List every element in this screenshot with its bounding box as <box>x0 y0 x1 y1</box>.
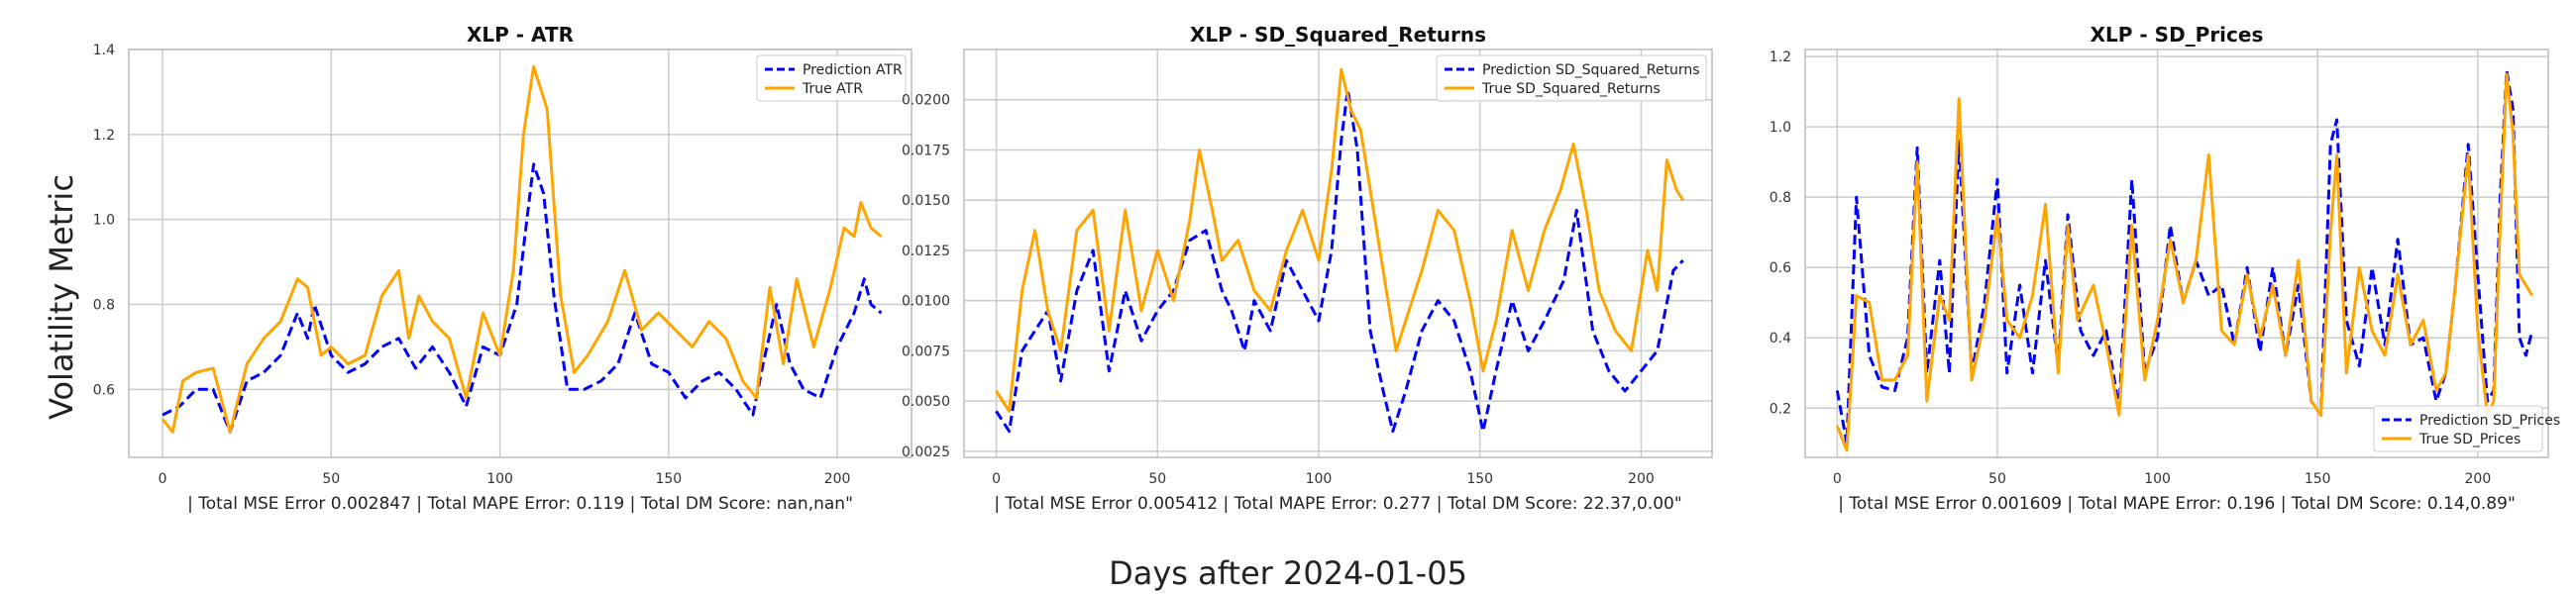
panel-x-label: | Total MSE Error 0.002847 | Total MAPE … <box>187 494 853 514</box>
plot-frame <box>1804 49 2549 458</box>
chart-panel-3: 0 50 100 150 200 0.2 0.4 0.6 0.8 1.0 1.2 XLP - SD_P… <box>1770 23 2560 514</box>
x-tick-label: 50 <box>1148 471 1166 487</box>
panel-x-label: | Total MSE Error 0.005412 | Total MAPE … <box>994 494 1681 514</box>
panel-x-label: | Total MSE Error 0.001609 | Total MAPE … <box>1838 494 2516 514</box>
y-tick-label: 0.2 <box>1770 401 1791 417</box>
figure-y-label: Volatility Metric <box>43 174 80 420</box>
y-tick-label: 0.8 <box>93 298 115 314</box>
legend: Prediction ATR True ATR <box>756 54 907 102</box>
y-tick-label: 0.0175 <box>902 143 950 158</box>
x-tick-label: 100 <box>486 471 513 487</box>
figure-x-label: Days after 2024-01-05 <box>1109 554 1467 592</box>
legend-box <box>1436 54 1707 102</box>
panel-title: XLP - ATR <box>467 23 574 47</box>
legend-label: True ATR <box>802 81 863 97</box>
true-series-line <box>161 64 883 434</box>
legend-label: True SD_Prices <box>2418 432 2521 447</box>
x-tick-label: 50 <box>322 471 340 487</box>
plot-frame <box>128 49 912 458</box>
x-tick-label: 100 <box>2144 471 2171 487</box>
legend-label: True SD_Squared_Returns <box>1481 81 1661 97</box>
legend-label: Prediction SD_Prices <box>2419 413 2560 429</box>
y-tick-label: 0.6 <box>93 382 115 398</box>
y-tick-label: 0.0075 <box>902 344 950 359</box>
true-series-line <box>995 67 1684 413</box>
prediction-series-line <box>995 88 1684 434</box>
true-series-line <box>1835 72 2534 452</box>
y-tick-label: 0.4 <box>1770 331 1791 346</box>
x-tick-label: 150 <box>2305 471 2331 487</box>
x-tick-label: 200 <box>824 471 851 487</box>
y-tick-label: 1.0 <box>93 213 115 229</box>
plot-frame <box>963 49 1713 458</box>
prediction-series-line <box>1835 68 2534 446</box>
y-tick-label: 0.6 <box>1770 260 1791 276</box>
x-tick-label: 150 <box>655 471 682 487</box>
y-tick-label: 0.0150 <box>902 193 950 209</box>
legend-box <box>2373 405 2543 452</box>
x-tick-label: 150 <box>1466 471 1493 487</box>
legend: Prediction SD_Squared_Returns True SD_Squ… <box>1436 54 1707 102</box>
x-tick-label: 50 <box>1988 471 2006 487</box>
y-tick-label: 0.0100 <box>902 294 950 310</box>
panel-title: XLP - SD_Prices <box>2091 23 2264 47</box>
y-tick-label: 0.0050 <box>902 394 950 410</box>
x-tick-label: 0 <box>1833 471 1842 487</box>
panel-title: XLP - SD_Squared_Returns <box>1190 23 1486 47</box>
chart-panel-2: 0 50 100 150 200 0.0025 0.0050 0.0075 0.0100 0.01… <box>902 23 1713 514</box>
y-tick-label: 0.0125 <box>902 244 950 259</box>
y-tick-label: 1.2 <box>1770 50 1791 65</box>
legend: Prediction SD_Prices True SD_Prices <box>2373 405 2560 452</box>
x-tick-label: 0 <box>159 471 167 487</box>
x-tick-label: 0 <box>992 471 1001 487</box>
y-tick-label: 0.0025 <box>902 445 950 460</box>
legend-label: Prediction ATR <box>803 62 903 78</box>
y-tick-label: 0.0200 <box>902 93 950 109</box>
y-tick-label: 1.2 <box>93 128 115 144</box>
x-tick-label: 100 <box>1306 471 1333 487</box>
x-tick-label: 200 <box>2465 471 2492 487</box>
y-tick-label: 1.4 <box>93 43 115 58</box>
chart-panel-1: 0 50 100 150 200 0.6 0.8 1.0 1.2 1.4 XLP - ATR | To… <box>93 23 912 514</box>
x-tick-label: 200 <box>1628 471 1655 487</box>
y-tick-label: 0.8 <box>1770 190 1791 206</box>
y-tick-label: 1.0 <box>1770 120 1791 136</box>
prediction-series-line <box>161 162 883 434</box>
legend-label: Prediction SD_Squared_Returns <box>1482 62 1700 78</box>
